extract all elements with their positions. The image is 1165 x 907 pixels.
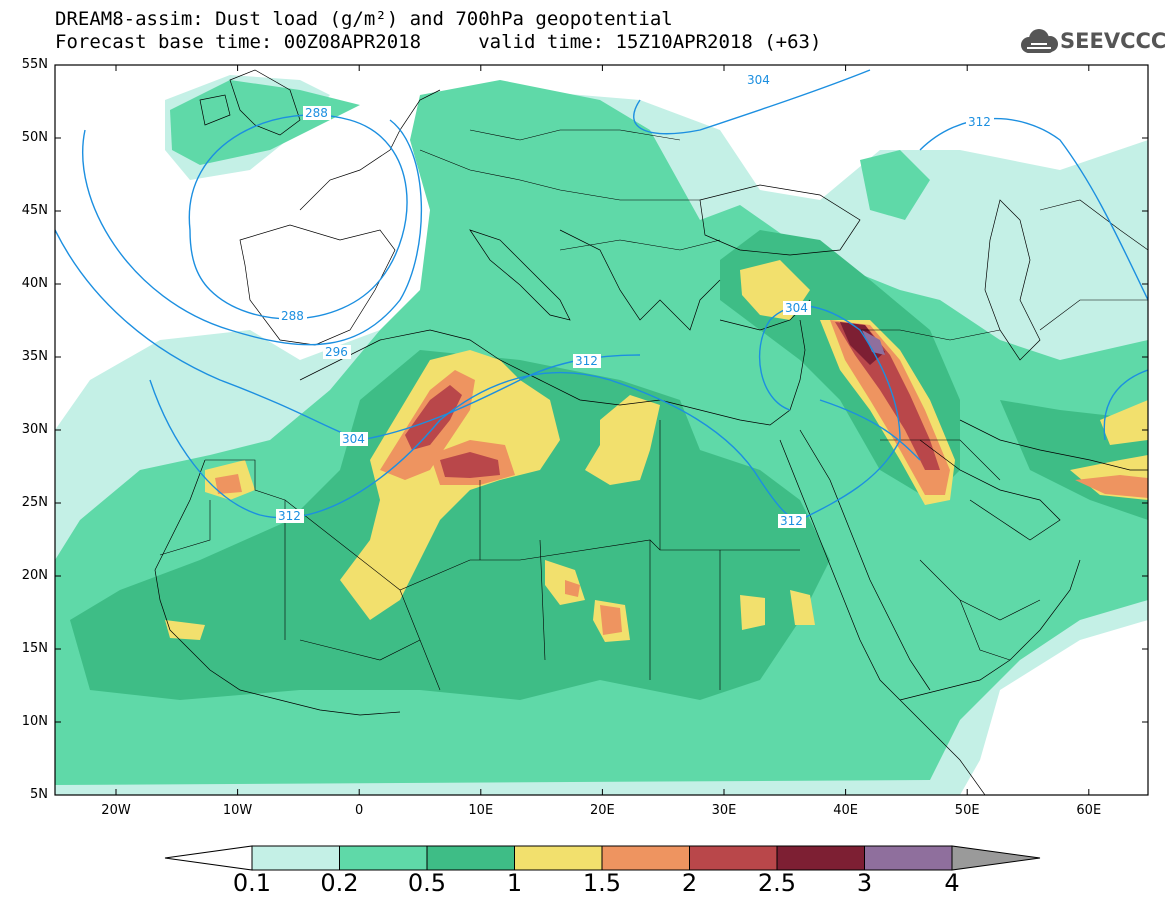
colorbar [164, 845, 1041, 871]
longitude-label: 0 [355, 803, 364, 818]
longitude-label: 10W [222, 803, 253, 818]
latitude-label: 15N [21, 641, 48, 656]
contour-label: 312 [575, 354, 598, 368]
colorbar-cell [689, 845, 778, 871]
contour-label: 288 [305, 106, 328, 120]
latitude-label: 35N [21, 349, 48, 364]
latitude-label: 50N [21, 130, 48, 145]
latitude-label: 20N [21, 568, 48, 583]
colorbar-tick-label: 2 [681, 869, 698, 897]
longitude-label: 20W [101, 803, 131, 818]
longitude-label: 30E [711, 803, 737, 818]
contour-labels: 288 288 296 304 304 304 312 312 312 312 [276, 73, 994, 528]
longitude-label: 50E [954, 803, 980, 818]
colorbar-tick-label: 1 [506, 869, 523, 897]
colorbar-tick-label: 1.5 [582, 869, 622, 897]
contour-label: 296 [325, 345, 348, 359]
latitude-label: 45N [21, 203, 48, 218]
colorbar-cell [339, 845, 428, 871]
colorbar-low-end [164, 845, 253, 871]
latitude-label: 25N [21, 495, 48, 510]
colorbar-cell [776, 845, 865, 871]
latitude-label: 5N [30, 787, 48, 802]
cloud-logo-icon [1021, 29, 1058, 53]
contour-label: 312 [780, 514, 803, 528]
contour-label: 304 [342, 432, 365, 446]
colorbar-cell [601, 845, 690, 871]
longitude-label: 10E [468, 803, 494, 818]
longitude-label: 60E [1076, 803, 1102, 818]
contour-label: 304 [785, 301, 808, 315]
colorbar-cell [426, 845, 515, 871]
dust-field [55, 65, 1148, 795]
forecast-time-line: Forecast base time: 00Z08APR2018 valid t… [55, 31, 822, 53]
latitude-label: 55N [21, 57, 48, 72]
map-title: DREAM8-assim: Dust load (g/m²) and 700hP… [55, 8, 673, 30]
colorbar-cell [251, 845, 340, 871]
latitude-label: 30N [21, 422, 48, 437]
latitude-label: 10N [21, 714, 48, 729]
logo-text: SEEVCCC [1060, 29, 1165, 53]
latitude-label: 40N [21, 276, 48, 291]
contour-label: 312 [968, 115, 991, 129]
longitude-label: 20E [590, 803, 615, 818]
colorbar-tick-label: 0.5 [407, 869, 447, 897]
axis-ticks [55, 64, 1148, 796]
colorbar-high-end [951, 845, 1041, 871]
colorbar-cell [514, 845, 603, 871]
colorbar-cell [864, 845, 953, 871]
colorbar-tick-label: 0.1 [232, 869, 272, 897]
coastlines [154, 69, 1148, 795]
colorbar-tick-label: 2.5 [757, 869, 797, 897]
colorbar-tick-label: 3 [856, 869, 873, 897]
colorbar-tick-label: 0.2 [320, 869, 359, 897]
political-borders [159, 129, 1148, 691]
geopotential-contours [55, 69, 1148, 521]
contour-label: 288 [281, 309, 304, 323]
contour-label: 304 [747, 73, 770, 87]
colorbar-tick-label: 4 [944, 869, 960, 897]
longitude-label: 40E [833, 803, 858, 818]
contour-label: 312 [278, 509, 301, 523]
